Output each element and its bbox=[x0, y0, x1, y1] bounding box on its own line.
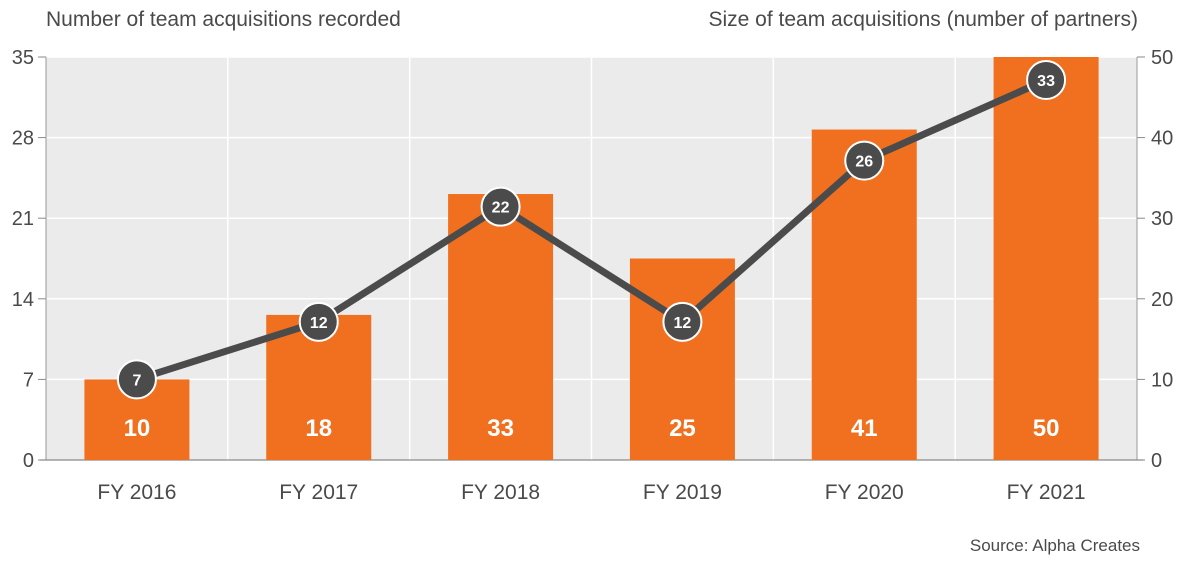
bar-value-label: 41 bbox=[851, 415, 878, 442]
x-tick-label: FY 2021 bbox=[1007, 481, 1086, 504]
right-tick-label: 40 bbox=[1151, 128, 1173, 150]
bar bbox=[811, 129, 917, 461]
bar-value-label: 25 bbox=[669, 415, 696, 442]
line-point-label: 12 bbox=[674, 315, 692, 332]
left-tick-label: 28 bbox=[12, 128, 34, 150]
right-tick-label: 10 bbox=[1151, 369, 1173, 391]
left-tick-label: 14 bbox=[12, 289, 34, 311]
line-point-label: 33 bbox=[1037, 73, 1055, 90]
line-point-label: 22 bbox=[492, 200, 510, 217]
source-note: Source: Alpha Creates bbox=[969, 536, 1140, 555]
bar bbox=[993, 57, 1099, 460]
right-tick-label: 50 bbox=[1151, 47, 1173, 69]
bar-value-label: 50 bbox=[1033, 415, 1060, 442]
line-point bbox=[844, 140, 885, 181]
line-point bbox=[298, 301, 339, 342]
line-point bbox=[480, 186, 521, 227]
bar-value-label: 18 bbox=[305, 415, 332, 442]
line-point-label: 26 bbox=[855, 154, 873, 171]
x-tick-label: FY 2017 bbox=[279, 481, 358, 504]
line-point-label: 7 bbox=[132, 372, 141, 389]
line-point bbox=[116, 359, 157, 400]
x-tick-label: FY 2019 bbox=[643, 481, 722, 504]
x-tick-label: FY 2016 bbox=[97, 481, 176, 504]
line-point bbox=[1026, 60, 1067, 101]
left-tick-label: 35 bbox=[12, 47, 34, 69]
x-tick-label: FY 2020 bbox=[825, 481, 904, 504]
line-point-label: 12 bbox=[310, 315, 328, 332]
x-tick-label: FY 2018 bbox=[461, 481, 540, 504]
right-tick-label: 30 bbox=[1151, 208, 1173, 230]
bar-value-label: 10 bbox=[124, 415, 151, 442]
right-tick-label: 0 bbox=[1151, 450, 1162, 472]
right-tick-label: 20 bbox=[1151, 289, 1173, 311]
right-axis-title: Size of team acquisitions (number of par… bbox=[708, 8, 1138, 31]
line-point bbox=[662, 301, 703, 342]
left-tick-label: 21 bbox=[12, 208, 34, 230]
line-series bbox=[133, 76, 1050, 383]
left-axis-title: Number of team acquisitions recorded bbox=[46, 8, 401, 31]
left-tick-label: 0 bbox=[23, 450, 34, 472]
left-tick-label: 7 bbox=[23, 369, 34, 391]
bar-value-label: 33 bbox=[487, 415, 514, 442]
bar bbox=[448, 194, 554, 460]
